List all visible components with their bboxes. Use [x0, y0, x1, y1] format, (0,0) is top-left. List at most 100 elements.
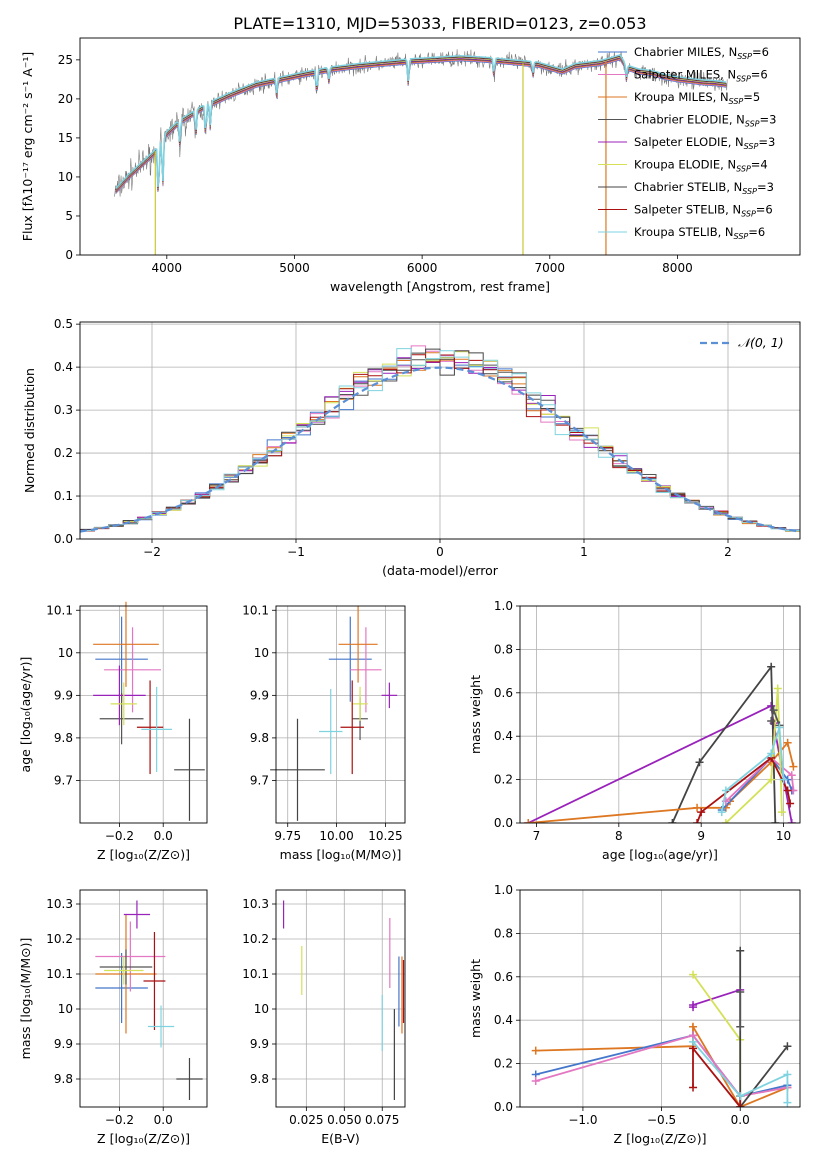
y-tick-label: 0.2: [494, 1057, 513, 1071]
weight-marker: [695, 758, 704, 767]
y-tick-label: 10.1: [242, 603, 269, 617]
y-tick-label: 0.0: [494, 1100, 513, 1114]
y-tick-label: 5: [65, 209, 73, 223]
x-tick-label: 1: [580, 545, 588, 559]
weight-marker: [736, 946, 745, 955]
y-tick-label: 15: [58, 131, 73, 145]
histogram-step-9: [80, 348, 800, 533]
weight-marker: [736, 1022, 745, 1031]
weight-line-4: [692, 988, 741, 1008]
errorbar-point: [270, 718, 325, 821]
weight-line-6: [725, 688, 783, 823]
y-tick-label: 25: [58, 53, 73, 67]
residuals-axes: −2 −1 0 1 2 0.0 0.1 0.2 0.3 0.4 0.5 (data-model)/er…: [22, 317, 801, 578]
weight-marker: [777, 808, 786, 817]
x-axis-label: wavelength [Angstrom, rest frame]: [330, 279, 550, 294]
errorbar-point: [338, 606, 378, 683]
y-tick-label: 0.4: [494, 729, 513, 743]
x-tick-label: 6000: [407, 261, 438, 275]
legend-entry: Chabrier STELIB, NSSP=3: [634, 180, 774, 196]
y-tick-label: 0.8: [494, 642, 513, 656]
x-tick-label: 10.00: [319, 829, 353, 843]
legend-entry: Kroupa STELIB, NSSP=6: [634, 225, 765, 241]
axes-frame: [79, 605, 208, 824]
weight-marker: [689, 1037, 698, 1046]
age_vs_Z-axes: −0.2 0.0 9.7 9.8 9.9 10 10.1 Z [log₁₀(Z/Z⊙)] age…: [18, 601, 208, 862]
mass_vs_Z-axes: −0.2 0.0 9.8 9.9 10 10.1 10.2 10.3 Z [log₁₀(Z/Z⊙…: [18, 889, 208, 1146]
spectrum-axes: 4000 5000 6000 7000 8000 0 5 10 15 20 25 wavelength…: [20, 37, 801, 294]
weight-line-3: [535, 1034, 788, 1098]
mass_weight_vs_Z-axes: −1.0 −0.5 0.0 0.0 0.2 0.4 0.6 0.8 1.0 Z [log₁₀(Z/…: [468, 883, 801, 1146]
x-tick-label: 5000: [279, 261, 310, 275]
legend-entry: Kroupa MILES, NSSP=5: [634, 90, 760, 106]
errorbar-point: [143, 932, 166, 1030]
x-tick-label: −0.5: [647, 1113, 676, 1127]
y-tick-label: 9.8: [54, 731, 73, 745]
weight-marker: [771, 819, 780, 823]
weight-marker: [767, 662, 776, 671]
weight-line-6: [739, 950, 789, 1107]
errorbar-point: [110, 682, 137, 726]
x-tick-label: 9.75: [274, 829, 301, 843]
errorbar-point: [319, 688, 343, 775]
x-tick-label: 8000: [662, 261, 693, 275]
weight-marker: [721, 786, 730, 795]
weight-marker: [773, 684, 782, 693]
y-tick-label: 0.6: [494, 970, 513, 984]
weight-marker: [783, 786, 792, 795]
mass_vs_ebv-axes: 0.025 0.050 0.075 9.8 9.9 10 10.1 10.2 10.3 E(B-V…: [242, 889, 406, 1146]
y-tick-label: 9.9: [54, 1037, 73, 1051]
errorbar-point: [147, 1005, 175, 1048]
weight-marker: [779, 775, 788, 784]
y-tick-label: 10: [58, 170, 73, 184]
x-axis-label: (data-model)/error: [382, 563, 499, 578]
x-tick-label: 0.0: [154, 829, 173, 843]
errorbar-point: [340, 680, 364, 775]
mass_weight_vs_age-axes: 7 8 9 10 0.0 0.2 0.4 0.6 0.8 1.0 age [log₁₀(age/yr…: [468, 599, 801, 862]
weight-marker: [531, 1076, 540, 1085]
age_vs_mass-axes: 9.75 10.00 10.25 9.7 9.8 9.9 10 10.1 mass [log₁₀…: [242, 603, 406, 862]
errorbar-point: [350, 627, 382, 713]
weight-line-3: [528, 740, 795, 823]
weight-marker: [786, 799, 795, 808]
weight-marker: [689, 1083, 698, 1092]
errorbar-point: [99, 949, 153, 985]
legend-entry: 𝒩(0, 1): [738, 335, 784, 350]
y-tick-label: 10: [58, 1002, 73, 1016]
errorbar-point: [123, 900, 151, 929]
weight-marker: [693, 819, 702, 823]
weight-line-4: [721, 756, 793, 811]
y-tick-label: 1.0: [494, 883, 513, 897]
errorbar-point: [104, 956, 144, 985]
weight-marker: [783, 738, 792, 747]
weight-line-8: [696, 756, 791, 823]
y-tick-label: 9.8: [250, 1072, 269, 1086]
y-tick-label: 1.0: [494, 599, 513, 613]
y-tick-label: 0.4: [494, 1013, 513, 1027]
legend-entry: Chabrier MILES, NSSP=6: [634, 45, 769, 61]
y-tick-label: 0.3: [54, 403, 73, 417]
weight-line-5: [725, 756, 795, 802]
x-tick-label: 0: [436, 545, 444, 559]
y-axis-label: Normed distribution: [22, 368, 37, 493]
weight-marker: [787, 771, 796, 780]
y-tick-label: 10: [254, 646, 269, 660]
weight-line-1: [527, 704, 793, 823]
errorbar-point: [93, 665, 146, 726]
x-tick-label: 0.025: [289, 1113, 323, 1127]
legend-entry: Salpeter ELODIE, NSSP=3: [634, 135, 775, 151]
spectrum-legend: Chabrier MILES, NSSP=6 Salpeter MILES, NS…: [598, 45, 776, 241]
normal-curve: [80, 366, 800, 533]
errorbar-point: [99, 693, 144, 745]
x-tick-label: 8: [615, 829, 623, 843]
y-tick-label: 9.8: [54, 1072, 73, 1086]
legend-entry: Kroupa ELODIE, NSSP=4: [634, 158, 768, 174]
legend-entry: Salpeter MILES, NSSP=6: [634, 68, 768, 84]
weight-marker: [789, 762, 798, 771]
weight-marker: [721, 819, 730, 823]
x-axis-label: Z [log₁₀(Z/Z⊙)]: [97, 1131, 190, 1146]
y-tick-label: 10.1: [242, 967, 269, 981]
x-tick-label: 0.0: [731, 1113, 750, 1127]
x-tick-label: 10.25: [368, 829, 402, 843]
